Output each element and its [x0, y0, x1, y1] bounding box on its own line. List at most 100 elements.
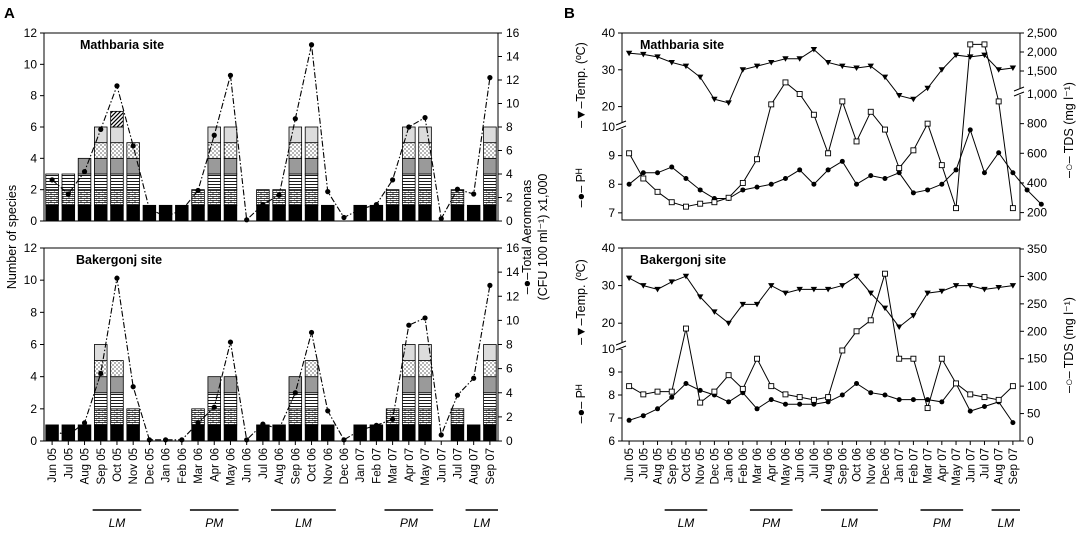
- temperature-point: [938, 67, 946, 73]
- aeromonas-point: [357, 206, 363, 212]
- species-bar-segment: [110, 408, 124, 426]
- species-bar-segment: [110, 424, 124, 442]
- aeromonas-line: [51, 278, 491, 441]
- species-bar-segment: [191, 204, 205, 222]
- species-bar-segment: [94, 204, 108, 222]
- ph-point: [854, 381, 860, 386]
- ph-point: [655, 406, 661, 412]
- temperature-point: [640, 283, 647, 289]
- tds-point: [754, 355, 760, 362]
- species-bar-segment: [483, 424, 497, 442]
- temperature-point: [796, 286, 803, 293]
- month-tick-label: Jun 07: [965, 448, 977, 483]
- aeromonas-point: [179, 437, 185, 443]
- month-tick-label: Dec 06: [339, 448, 351, 484]
- temperature-tick-label: 20: [602, 100, 616, 114]
- axis-break-mark: [615, 345, 627, 351]
- aeromonas-point: [195, 420, 201, 426]
- species-tick-label: 8: [30, 305, 37, 319]
- ph-point: [669, 164, 675, 170]
- species-bar-segment: [321, 204, 335, 222]
- species-bar-segment: [304, 126, 319, 144]
- ph-point: [754, 184, 760, 190]
- ph-tick-label: 8: [608, 388, 615, 402]
- species-bar-segment: [94, 376, 108, 394]
- species-bar-segment: [418, 173, 432, 191]
- temperature-point: [952, 283, 960, 289]
- tds-point: [910, 147, 917, 154]
- month-tick-label: Sep 06: [290, 448, 302, 484]
- month-tick-label: Jun 06: [242, 448, 254, 483]
- month-tick-label: May 06: [225, 448, 237, 486]
- temperature-point: [924, 85, 931, 92]
- aeromonas-tick-label: 8: [506, 338, 513, 352]
- ph-point: [726, 399, 732, 405]
- season-label: PM: [933, 516, 951, 530]
- temperature-point: [682, 273, 690, 280]
- aeromonas-point: [244, 217, 250, 223]
- species-bar-segment: [483, 126, 497, 144]
- aeromonas-point: [276, 426, 282, 432]
- tds-point: [768, 101, 775, 108]
- panel-letter-b: B: [564, 5, 575, 22]
- species-bar-segment: [483, 408, 497, 426]
- species-bar-segment: [94, 408, 108, 426]
- temperature-point: [668, 59, 675, 66]
- season-label: PM: [205, 516, 223, 530]
- temperature-tick-label: 30: [602, 279, 616, 293]
- aeromonas-line: [51, 44, 491, 221]
- aeromonas-tick-label: 8: [506, 120, 513, 134]
- temperature-point: [1009, 283, 1017, 289]
- tds-point: [711, 388, 718, 395]
- tds-tick-label: 350: [1027, 242, 1047, 256]
- aeromonas-point: [98, 126, 104, 132]
- tds-point: [796, 91, 803, 97]
- tds-point: [910, 355, 917, 362]
- species-axis-label: Number of species: [5, 185, 19, 289]
- species-bar-segment: [483, 392, 497, 410]
- temperature-point: [753, 63, 761, 70]
- aeromonas-point: [308, 42, 315, 48]
- species-tick-label: 10: [24, 273, 38, 287]
- species-bar-segment: [126, 189, 140, 206]
- species-bar-segment: [304, 376, 319, 394]
- month-tick-label: Jul 05: [63, 448, 75, 479]
- aeromonas-point: [454, 186, 461, 192]
- temperature-point: [796, 56, 803, 62]
- season-label: LM: [473, 516, 490, 530]
- species-bar-segment: [61, 204, 76, 222]
- species-bar-segment: [466, 424, 481, 442]
- mathbaria-physchem-axes: 20 30 40 7 8 9 10 200 400 600 800 1,000 1,500 2,000 2,…: [602, 26, 1058, 220]
- ph-point: [683, 176, 689, 182]
- aeromonas-tick-label: 6: [506, 144, 513, 158]
- aeromonas-point: [227, 339, 234, 345]
- aeromonas-point: [373, 422, 379, 428]
- species-bar-segment: [223, 376, 238, 394]
- ph-point: [797, 167, 803, 173]
- bakergonj-physchem-plot-frame: [621, 247, 1021, 442]
- temperature-point: [938, 288, 946, 295]
- mathbaria-physchem-title: Mathbaria site: [640, 38, 724, 52]
- species-bar-segment: [304, 142, 319, 159]
- aeromonas-point: [471, 191, 477, 197]
- species-bar-segment: [288, 189, 303, 206]
- ph-point: [740, 187, 746, 193]
- axis-break-mark: [1013, 91, 1025, 97]
- species-bar-segment: [77, 424, 92, 442]
- species-bar-segment: [304, 392, 319, 410]
- aeromonas-point: [227, 72, 234, 78]
- species-bar-segment: [418, 189, 432, 206]
- species-bar-segment: [402, 189, 416, 206]
- tds-point: [825, 150, 832, 157]
- tds-point: [725, 194, 732, 201]
- temperature-point: [640, 51, 647, 58]
- tds-point: [697, 399, 704, 406]
- ph-tick-label: 10: [602, 342, 616, 356]
- axis-break-mask: [617, 343, 627, 349]
- mathbaria-physchem-series: [625, 41, 1044, 212]
- temperature-point: [739, 67, 747, 73]
- temperature-tick-label: 30: [602, 63, 616, 77]
- species-bar-segment: [110, 173, 124, 191]
- month-tick-label: Apr 06: [209, 448, 221, 482]
- month-tick-label: Mar 07: [388, 448, 400, 484]
